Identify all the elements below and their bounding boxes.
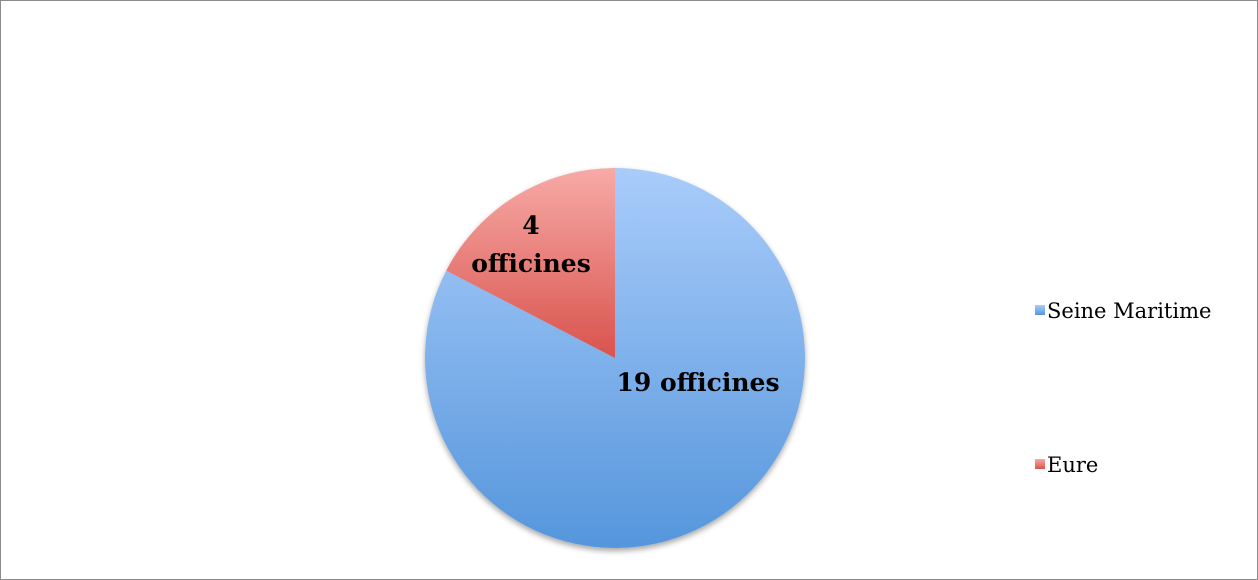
data-label-eure-unit: officines xyxy=(471,249,591,278)
legend-label-seine-maritime: Seine Maritime xyxy=(1047,299,1211,323)
legend-swatch-seine-maritime xyxy=(1035,305,1045,315)
legend: Seine Maritime Eure xyxy=(1035,299,1211,477)
legend-item-seine-maritime: Seine Maritime xyxy=(1035,299,1211,323)
pie-slice-eure xyxy=(446,168,615,358)
data-label-seine-maritime: 19 officines xyxy=(616,368,779,397)
legend-label-eure: Eure xyxy=(1047,453,1098,477)
legend-swatch-eure xyxy=(1035,459,1045,469)
data-label-eure-count: 4 xyxy=(522,211,539,240)
legend-item-eure: Eure xyxy=(1035,453,1098,477)
pie-slice-seine-maritime xyxy=(425,168,806,548)
